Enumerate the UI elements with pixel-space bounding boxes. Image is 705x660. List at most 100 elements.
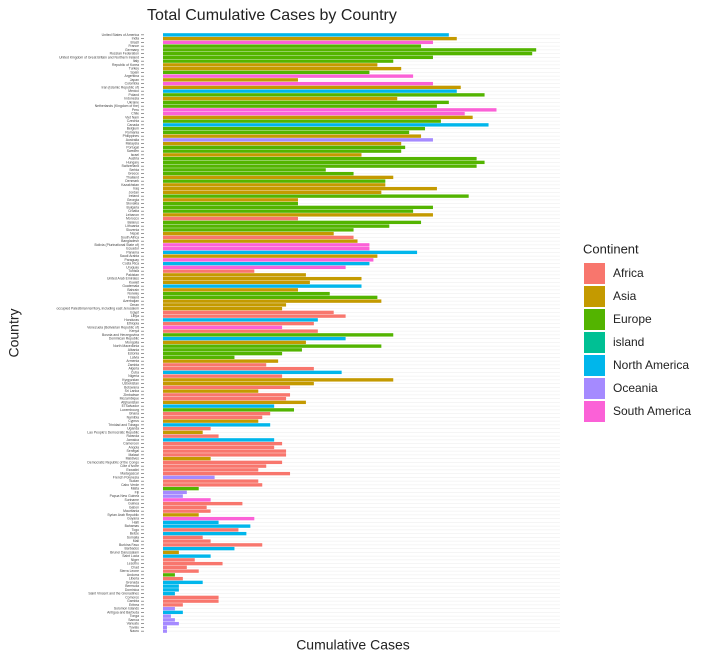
y-tick-label: Guinea: [128, 502, 139, 506]
bar: [163, 381, 314, 386]
bar: [163, 66, 402, 71]
bar: [163, 153, 362, 157]
bar: [163, 258, 374, 262]
bar: [163, 243, 370, 247]
y-tick-label: Lebanon: [126, 213, 139, 217]
bar: [163, 325, 283, 330]
bar: [163, 149, 402, 153]
y-tick-label: Mozambique: [120, 397, 140, 401]
legend-key: [584, 286, 605, 307]
y-tick-label: Philippines: [123, 134, 140, 138]
bar: [163, 558, 195, 562]
bar: [163, 400, 306, 405]
bar: [163, 539, 211, 543]
y-tick-label: Bolivia (Plurinational State of): [95, 243, 139, 247]
bar: [163, 85, 461, 90]
bar: [163, 430, 203, 435]
bar: [163, 33, 449, 37]
y-tick-label: Sierra Leone: [120, 569, 140, 573]
y-tick-label: Kyrgyzstan: [122, 378, 139, 382]
bar: [163, 370, 342, 375]
legend-label: Africa: [613, 266, 644, 280]
y-tick-label: Tunisia: [128, 269, 139, 273]
y-tick-label: Brunei Darussalam: [110, 550, 139, 554]
bar: [163, 194, 469, 198]
y-tick-label: Ethiopia: [127, 322, 139, 326]
bar: [163, 190, 382, 195]
y-tick-label: Sweden: [127, 149, 139, 153]
y-tick-label: Costa Rica: [122, 262, 139, 266]
bar: [163, 115, 473, 120]
bar: [163, 625, 167, 630]
y-tick-label: Saint Vincent and the Grenadines: [88, 592, 139, 596]
bar: [163, 389, 259, 393]
y-tick-label: Tuvalu: [129, 625, 139, 629]
bar: [163, 516, 255, 521]
y-tick-label: Paraguay: [124, 258, 139, 262]
bar: [163, 528, 239, 532]
bar: [163, 621, 179, 626]
bar: [163, 434, 219, 438]
y-tick-label: Thailand: [126, 175, 139, 179]
y-tick-label: Trinidad and Tobago: [108, 423, 139, 427]
y-tick-label: South Africa: [121, 235, 139, 239]
y-tick-label: United Arab Emirates: [107, 277, 139, 281]
bar: [163, 306, 283, 311]
bar: [163, 584, 179, 588]
y-tick-label: Argentina: [124, 74, 139, 78]
y-tick-label: Belgium: [127, 127, 139, 131]
y-tick-label: Malawi: [128, 453, 139, 457]
bar: [163, 130, 410, 135]
bar: [163, 138, 433, 142]
legend-title: Continent: [583, 241, 639, 256]
y-tick-label: Botswana: [124, 385, 139, 389]
y-tick-label: Saudi Arabia: [120, 254, 139, 258]
y-tick-label: Norway: [128, 292, 140, 296]
bar: [163, 524, 251, 528]
bar: [163, 175, 394, 180]
y-tick-label: Croatia: [128, 209, 139, 213]
y-tick-label: Angola: [128, 445, 139, 449]
legend-key: [584, 355, 605, 376]
bar: [163, 310, 334, 315]
y-tick-label: Serbia: [129, 168, 139, 172]
bar: [163, 599, 219, 603]
y-tick-label: Papua New Guinea: [110, 494, 140, 498]
legend-label: Oceania: [613, 381, 658, 395]
y-tick-label: Ireland: [129, 194, 139, 198]
y-tick-label: Morocco: [126, 217, 139, 221]
y-tick-label: Belize: [130, 532, 139, 536]
bar: [163, 543, 263, 547]
legend-key: [584, 263, 605, 284]
bar: [163, 441, 283, 446]
bar: [163, 44, 422, 48]
y-tick-label: Luxembourg: [120, 408, 139, 412]
bar: [163, 520, 219, 525]
y-tick-label: Dominica: [125, 588, 139, 592]
bar: [163, 580, 203, 585]
bar: [163, 70, 370, 75]
bar: [163, 89, 457, 93]
y-tick-label: Nepal: [130, 232, 139, 236]
bar: [163, 490, 187, 495]
bar: [163, 216, 298, 221]
bar: [163, 411, 271, 416]
bar: [163, 329, 318, 333]
bar: [163, 629, 167, 633]
y-tick-label: Comoros: [125, 595, 139, 599]
y-tick-label: Iran (Islamic Republic of): [102, 85, 140, 89]
bar: [163, 183, 386, 187]
y-tick-label: Brazil: [131, 40, 140, 44]
bar: [163, 535, 203, 540]
y-tick-label: Togo: [132, 528, 139, 532]
legend-label: North America: [613, 358, 689, 372]
bar: [163, 614, 171, 618]
legend-label: Europe: [613, 312, 652, 326]
bar: [163, 303, 287, 307]
y-tick-label: Germany: [125, 48, 139, 52]
y-tick-label: Bangladesh: [121, 239, 139, 243]
bar: [163, 254, 378, 258]
bar: [163, 475, 215, 480]
bar: [163, 126, 426, 131]
bar: [163, 565, 187, 570]
